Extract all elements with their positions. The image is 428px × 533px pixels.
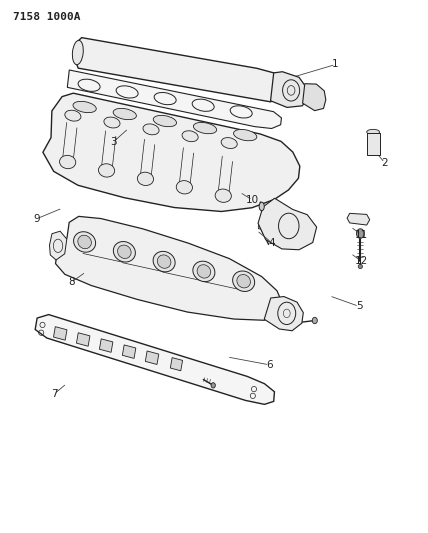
Polygon shape [146, 351, 159, 365]
Ellipse shape [74, 232, 95, 252]
Ellipse shape [143, 124, 159, 135]
Polygon shape [303, 84, 326, 111]
Polygon shape [43, 93, 300, 212]
Ellipse shape [234, 130, 257, 141]
Ellipse shape [73, 101, 96, 112]
Ellipse shape [358, 264, 363, 269]
Ellipse shape [221, 138, 237, 149]
Text: 8: 8 [68, 278, 74, 287]
Polygon shape [122, 345, 136, 358]
Ellipse shape [113, 108, 137, 120]
Ellipse shape [211, 383, 215, 388]
Ellipse shape [153, 252, 175, 272]
Ellipse shape [118, 245, 131, 259]
Polygon shape [99, 339, 113, 352]
Ellipse shape [65, 110, 81, 121]
Ellipse shape [176, 181, 193, 194]
Polygon shape [270, 72, 307, 108]
Ellipse shape [233, 271, 255, 292]
Text: 10: 10 [246, 195, 259, 205]
Polygon shape [170, 358, 183, 371]
Ellipse shape [193, 261, 215, 281]
Ellipse shape [98, 164, 115, 177]
Text: 9: 9 [34, 214, 40, 224]
Ellipse shape [237, 274, 250, 288]
Polygon shape [77, 333, 90, 346]
Ellipse shape [367, 130, 380, 135]
Ellipse shape [158, 255, 171, 268]
Ellipse shape [78, 235, 92, 249]
Text: 6: 6 [266, 360, 273, 370]
Ellipse shape [137, 172, 154, 185]
Ellipse shape [113, 241, 135, 262]
Ellipse shape [72, 41, 83, 64]
Polygon shape [54, 327, 67, 340]
Polygon shape [259, 221, 266, 230]
Polygon shape [56, 216, 283, 320]
Polygon shape [75, 38, 282, 102]
Ellipse shape [104, 117, 120, 128]
Polygon shape [347, 213, 370, 225]
Polygon shape [258, 198, 317, 250]
Text: 12: 12 [354, 256, 368, 266]
Ellipse shape [153, 116, 176, 127]
Ellipse shape [182, 131, 198, 142]
Ellipse shape [215, 189, 232, 203]
Ellipse shape [312, 317, 317, 324]
Ellipse shape [59, 155, 76, 168]
Text: 5: 5 [356, 301, 363, 311]
Ellipse shape [193, 123, 217, 134]
Polygon shape [67, 70, 282, 128]
Ellipse shape [357, 229, 364, 238]
Text: 1: 1 [332, 60, 339, 69]
Bar [367, 133, 380, 155]
Text: 7: 7 [51, 389, 57, 399]
Polygon shape [35, 314, 274, 405]
Text: 4: 4 [268, 238, 275, 247]
Polygon shape [264, 296, 303, 331]
Ellipse shape [197, 265, 211, 278]
Polygon shape [50, 231, 67, 260]
Text: 7158 1000A: 7158 1000A [14, 12, 81, 22]
Text: 3: 3 [110, 136, 117, 147]
Ellipse shape [259, 202, 264, 211]
Text: 11: 11 [354, 230, 368, 240]
Text: 2: 2 [381, 158, 388, 168]
